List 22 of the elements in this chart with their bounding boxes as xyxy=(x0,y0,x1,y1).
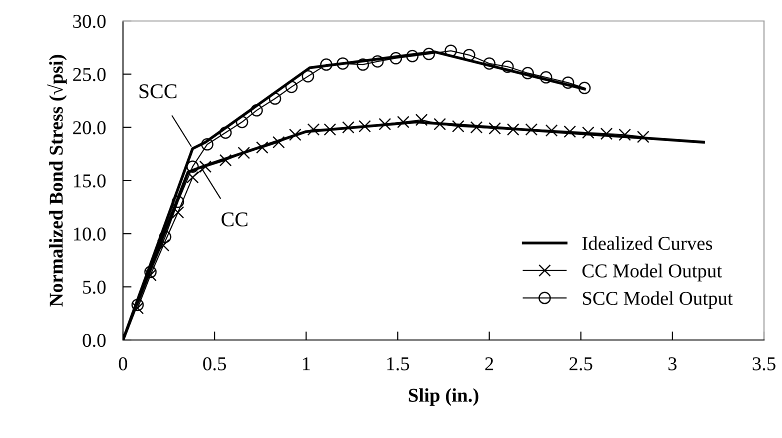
annotation: SCC xyxy=(140,84,176,98)
y-tick-label: 30.0 xyxy=(73,14,106,28)
y-tick-label: 0.0 xyxy=(82,334,106,348)
legend-label: CC Model Output xyxy=(582,264,722,282)
x-tick-label: 1.5 xyxy=(387,357,410,370)
x-tick-label: 3.5 xyxy=(752,357,776,370)
x-tick-label: 3 xyxy=(668,357,677,370)
y-tick-label: 5.0 xyxy=(83,280,106,294)
y-axis-title: Normalized Bond Stress (√psi) xyxy=(47,54,67,307)
y-tick-label: 10.0 xyxy=(74,227,106,241)
x-tick-label: 1 xyxy=(302,357,310,370)
x-tick-label: 2.5 xyxy=(570,357,592,370)
x-tick-label: 2 xyxy=(485,357,494,370)
x-tick-label: 0.5 xyxy=(203,357,226,370)
legend-label: SCC Model Output xyxy=(582,291,733,309)
y-tick-label: 20.0 xyxy=(73,121,106,134)
y-tick-label: 25.0 xyxy=(73,68,106,82)
legend-label: Idealized Curves xyxy=(582,236,712,250)
annotation: CC xyxy=(222,212,248,226)
x-tick-label: 0 xyxy=(118,357,128,370)
y-tick-label: 15.0 xyxy=(74,174,106,188)
x-axis-title: Slip (in.) xyxy=(408,388,478,406)
